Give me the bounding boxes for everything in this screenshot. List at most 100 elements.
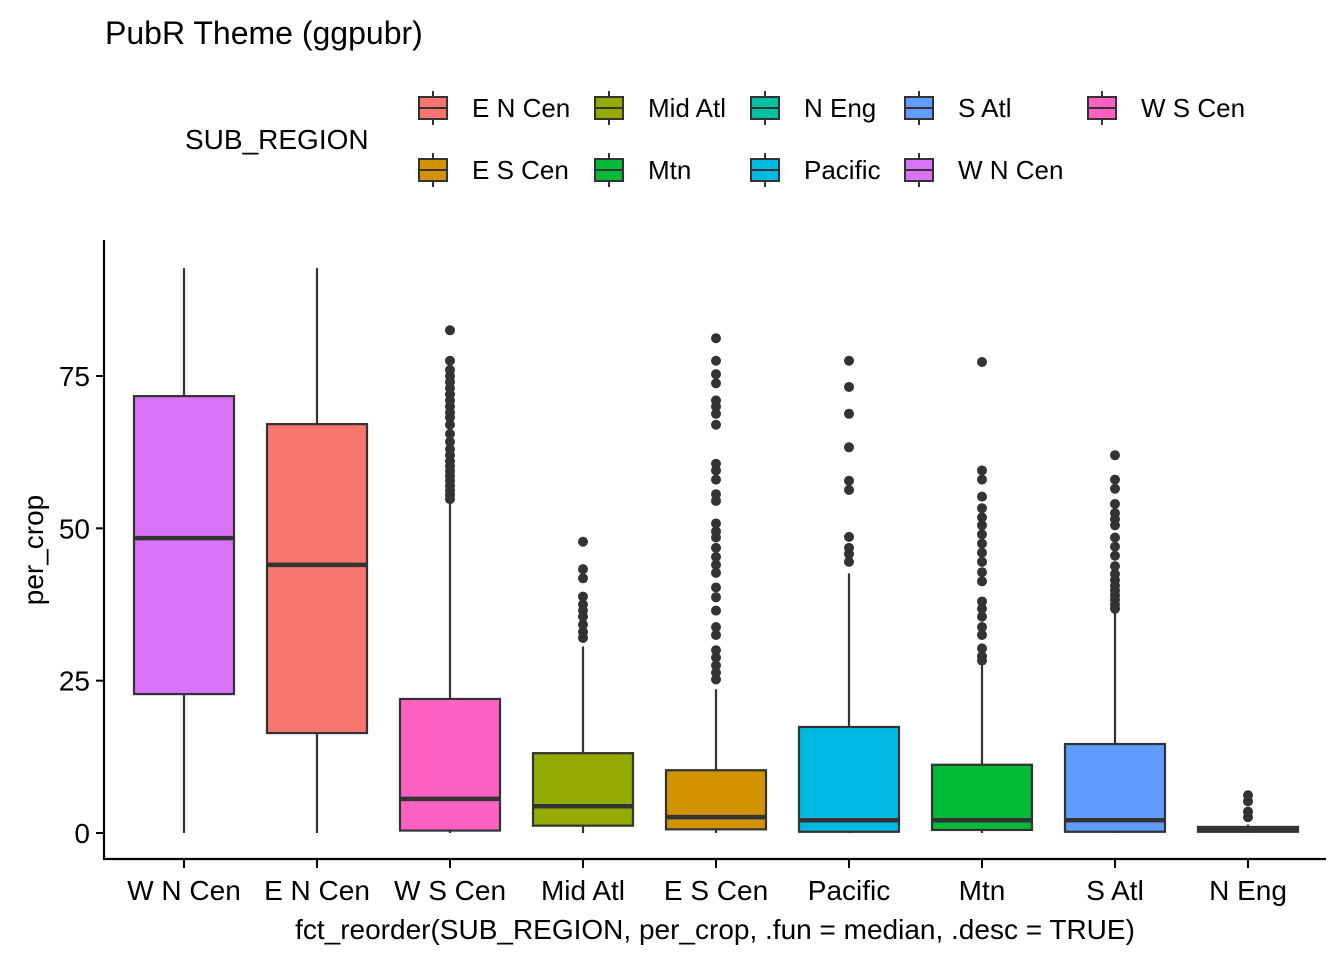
legend-label: W S Cen <box>1141 93 1245 123</box>
outlier-point <box>711 652 721 663</box>
outlier-point <box>1243 790 1253 801</box>
outlier-point <box>711 395 721 406</box>
y-tick-label: 75 <box>59 361 90 392</box>
outlier-point <box>711 582 721 593</box>
box-iqr <box>797 725 901 833</box>
outlier-point <box>711 378 721 389</box>
outlier-point <box>977 538 987 549</box>
outlier-point <box>1243 806 1253 817</box>
outlier-point <box>711 518 721 529</box>
outlier-point <box>711 667 721 678</box>
legend-label: E S Cen <box>472 155 569 185</box>
box-s-atl <box>1063 450 1167 833</box>
legend-item: Pacific <box>750 153 881 187</box>
box-pacific <box>797 355 901 833</box>
legend-item: E S Cen <box>418 153 569 187</box>
legend-label: E N Cen <box>472 93 570 123</box>
box-mtn <box>930 356 1034 833</box>
legend-title: SUB_REGION <box>185 124 369 155</box>
y-axis-title: per_crop <box>18 495 49 606</box>
legend-label: Mtn <box>648 155 691 185</box>
x-tick-label: E N Cen <box>264 875 370 906</box>
outlier-point <box>711 419 721 430</box>
outlier-point <box>711 629 721 640</box>
x-tick-label: Mtn <box>959 875 1006 906</box>
outlier-point <box>445 436 455 447</box>
outlier-point <box>1110 450 1120 461</box>
outlier-point <box>977 611 987 622</box>
legend-label: N Eng <box>804 93 876 123</box>
y-tick-label: 0 <box>74 818 90 849</box>
legend-label: Pacific <box>804 155 881 185</box>
outlier-point <box>711 567 721 578</box>
box-iqr <box>398 697 502 832</box>
outlier-point <box>711 474 721 485</box>
outlier-point <box>1110 541 1120 552</box>
outlier-point <box>711 369 721 380</box>
outlier-point <box>578 591 588 602</box>
outlier-point <box>578 536 588 547</box>
outlier-point <box>977 465 987 476</box>
box-iqr <box>265 423 369 735</box>
outlier-point <box>844 531 854 542</box>
plot-panel: 0 25 50 75 W N Cen E N Cen W S Cen Mid Atl E S … <box>59 240 1326 906</box>
outlier-point <box>977 576 987 587</box>
outlier-point <box>1110 483 1120 494</box>
outlier-point <box>977 529 987 540</box>
outlier-point <box>711 605 721 616</box>
y-tick-label: 25 <box>59 666 90 697</box>
outlier-point <box>977 622 987 633</box>
box-w-n-cen <box>132 268 236 833</box>
outlier-point <box>711 542 721 553</box>
x-tick-label: E S Cen <box>664 875 768 906</box>
outlier-point <box>977 491 987 502</box>
outlier-point <box>445 364 455 375</box>
outlier-point <box>844 442 854 453</box>
outlier-point <box>844 556 854 567</box>
box-e-s-cen <box>664 333 768 833</box>
legend-item: Mtn <box>594 153 691 187</box>
outlier-point <box>445 355 455 366</box>
x-ticks: W N Cen E N Cen W S Cen Mid Atl E S Cen Pacif… <box>127 860 1287 906</box>
legend-label: S Atl <box>958 93 1011 123</box>
box-iqr <box>132 395 236 696</box>
outlier-point <box>445 428 455 439</box>
x-tick-label: W N Cen <box>127 875 241 906</box>
outlier-point <box>711 622 721 633</box>
outlier-point <box>711 559 721 570</box>
outlier-point <box>711 592 721 603</box>
outlier-point <box>844 484 854 495</box>
legend-item: N Eng <box>750 91 876 125</box>
x-tick-label: Pacific <box>808 875 890 906</box>
x-tick-label: W S Cen <box>394 875 506 906</box>
box-iqr <box>1063 742 1167 833</box>
boxes <box>132 268 1300 833</box>
chart-title: PubR Theme (ggpubr) <box>105 15 423 51</box>
outlier-point <box>1110 561 1120 572</box>
outlier-point <box>977 567 987 578</box>
outlier-point <box>711 489 721 500</box>
legend-item: E N Cen <box>418 91 570 125</box>
outlier-point <box>711 660 721 671</box>
y-ticks: 0 25 50 75 <box>59 361 104 849</box>
legend-label: Mid Atl <box>648 93 726 123</box>
x-tick-label: S Atl <box>1086 875 1144 906</box>
outlier-point <box>578 564 588 575</box>
outlier-point <box>711 526 721 537</box>
outlier-point <box>844 542 854 553</box>
outlier-point <box>844 355 854 366</box>
outlier-point <box>1110 498 1120 509</box>
outlier-point <box>844 475 854 486</box>
outlier-point <box>1110 474 1120 485</box>
outlier-point <box>711 551 721 562</box>
box-e-n-cen <box>265 268 369 833</box>
legend-item: W N Cen <box>904 153 1063 187</box>
legend-label: W N Cen <box>958 155 1063 185</box>
outlier-point <box>445 444 455 455</box>
outlier-point <box>977 643 987 654</box>
outlier-point <box>445 325 455 336</box>
outlier-point <box>1110 550 1120 561</box>
outlier-point <box>578 573 588 584</box>
outlier-point <box>977 547 987 558</box>
